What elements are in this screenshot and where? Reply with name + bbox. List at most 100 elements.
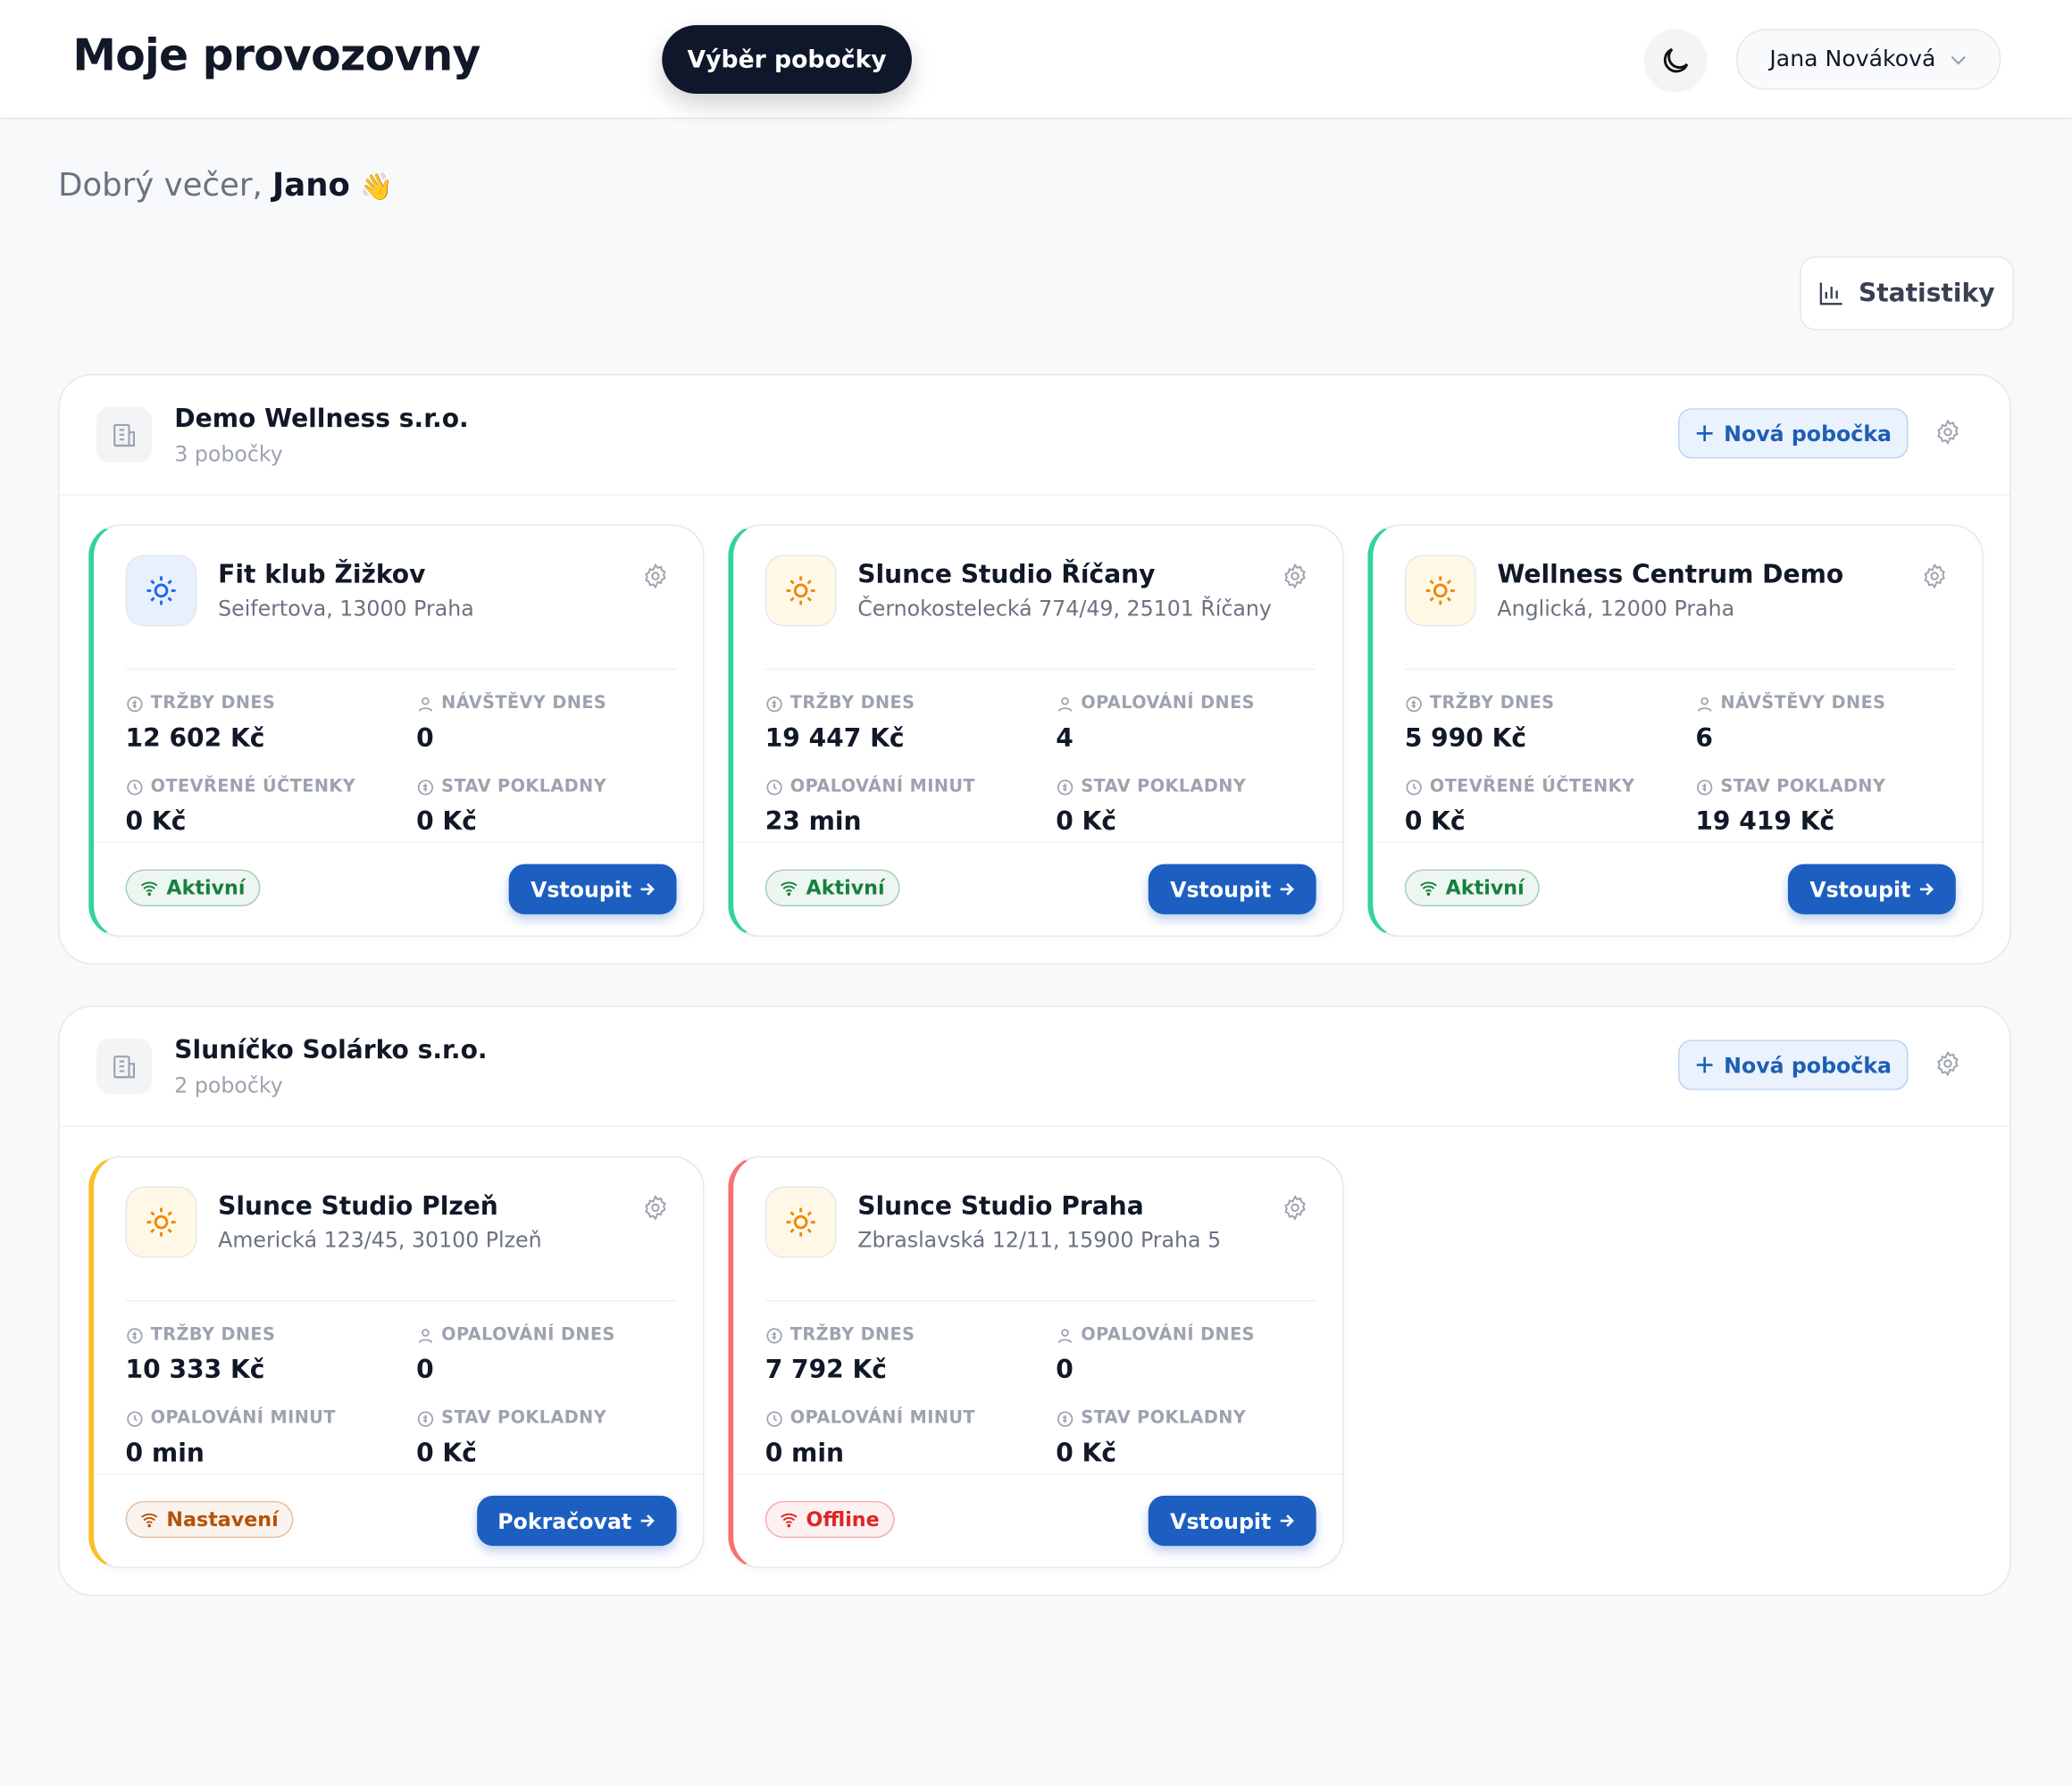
company-header: Demo Wellness s.r.o. 3 pobočky Nová pobočk… (59, 375, 2010, 496)
metric-label-row: STAV POKLADNY (1695, 777, 1959, 797)
metric-label-row: OTEVŘENÉ ÚČTENKY (126, 777, 390, 797)
metric-label: OPALOVÁNÍ DNES (441, 1325, 615, 1346)
branch-settings[interactable] (1282, 1195, 1308, 1227)
new-branch-button[interactable]: Nová pobočka (1678, 1039, 1909, 1090)
branch-icon (125, 555, 197, 627)
status-badge: Nastavení (125, 1500, 293, 1539)
branch-name: Slunce Studio Říčany (857, 560, 1156, 589)
stats-label: Statistiky (1858, 279, 1995, 308)
new-branch-button[interactable]: Nová pobočka (1678, 408, 1909, 459)
enter-button[interactable]: Vstoupit (1149, 1495, 1316, 1547)
divider (733, 841, 1343, 843)
enter-label: Vstoupit (1170, 1507, 1272, 1534)
enter-button[interactable]: Vstoupit (1788, 864, 1956, 914)
metric-label: TRŽBY DNES (150, 693, 276, 714)
metric: NÁVŠTĚVY DNES 0 (416, 694, 681, 754)
top-bar: Moje provozovny Výběr pobočky Jana Novák… (0, 0, 2072, 120)
metric-label-row: TRŽBY DNES (1405, 694, 1669, 714)
branch-icon (764, 1186, 837, 1258)
metric-value: 10 333 Kč (125, 1356, 265, 1385)
branch-name: Slunce Studio Plzeň (218, 1191, 498, 1222)
metric-label: TRŽBY DNES (790, 1325, 915, 1346)
enter-button[interactable]: Vstoupit (1149, 864, 1316, 914)
metric-label-row: STAV POKLADNY (416, 777, 681, 797)
metric-value: 0 Kč (1056, 807, 1117, 837)
branch-settings[interactable] (642, 1195, 669, 1227)
metric-label: OPALOVÁNÍ DNES (1081, 693, 1255, 714)
metric-value: 0 min (125, 1439, 205, 1468)
metric-label: NÁVŠTĚVY DNES (441, 693, 607, 714)
enter-button[interactable]: Vstoupit (509, 864, 677, 914)
company-name: Sluníčko Solárko s.r.o. (174, 1036, 488, 1065)
metric-value: 0 Kč (416, 807, 477, 837)
stats-button[interactable]: Statistiky (1800, 256, 2014, 330)
branch-icon (764, 555, 837, 627)
metric: OTEVŘENÉ ÚČTENKY 0 Kč (1405, 777, 1669, 837)
enter-label: Vstoupit (531, 876, 632, 902)
enter-label: Vstoupit (1170, 876, 1272, 902)
enter-button[interactable]: Pokračovat (476, 1495, 677, 1547)
user-name: Jana Nováková (1769, 46, 1936, 73)
metric-label-row: OPALOVÁNÍ DNES (416, 1325, 681, 1345)
metric: OPALOVÁNÍ DNES 4 (1056, 694, 1320, 754)
metric-label: TRŽBY DNES (150, 1325, 276, 1346)
new-branch-label: Nová pobočka (1724, 421, 1892, 446)
metric-value: 0 Kč (416, 1439, 477, 1468)
metric: OPALOVÁNÍ MINUT 0 min (765, 1408, 1030, 1468)
metric: STAV POKLADNY 0 Kč (416, 777, 681, 837)
branch-address: Zbraslavská 12/11, 15900 Praha 5 (857, 1227, 1222, 1253)
branch-settings[interactable] (1282, 563, 1308, 595)
branch-tab[interactable]: Výběr pobočky (662, 25, 912, 95)
divider (125, 1299, 677, 1302)
metric-label: TRŽBY DNES (790, 693, 915, 714)
branch-card: Wellness Centrum Demo Anglická, 12000 Pra… (1367, 524, 1984, 938)
metric: OTEVŘENÉ ÚČTENKY 0 Kč (126, 777, 390, 837)
divider (94, 1473, 704, 1475)
branch-address: Anglická, 12000 Praha (1497, 596, 1735, 622)
status-badge: Aktivní (1404, 869, 1539, 907)
branch-card: Slunce Studio Říčany Černokostelecká 774/… (728, 524, 1344, 938)
company-name: Demo Wellness s.r.o. (174, 404, 469, 434)
metric-label-row: STAV POKLADNY (1056, 777, 1320, 797)
new-branch-label: Nová pobočka (1724, 1052, 1892, 1078)
divider (764, 1299, 1316, 1302)
metric-label-row: TRŽBY DNES (126, 694, 390, 714)
metric: TRŽBY DNES 12 602 Kč (126, 694, 390, 754)
branch-settings[interactable] (1921, 563, 1948, 595)
company-card: Sluníčko Solárko s.r.o. 2 pobočky Nová pob… (58, 1005, 2011, 1597)
branch-count: 3 pobočky (174, 441, 283, 467)
divider (94, 841, 704, 843)
branch-card: Slunce Studio Praha Zbraslavská 12/11, 15… (728, 1156, 1344, 1569)
status-badge: Offline (764, 1500, 894, 1539)
metric-label-row: OTEVŘENÉ ÚČTENKY (1405, 777, 1669, 797)
divider (1404, 668, 1956, 671)
metric: STAV POKLADNY 0 Kč (416, 1408, 681, 1468)
greeting-name: Jano (272, 166, 350, 204)
metric-value: 19 447 Kč (764, 723, 905, 754)
user-menu[interactable]: Jana Nováková (1736, 29, 2001, 90)
branch-settings[interactable] (642, 563, 669, 595)
metric-label: OPALOVÁNÍ MINUT (790, 777, 975, 797)
metric: NÁVŠTĚVY DNES 6 (1695, 694, 1959, 754)
theme-toggle[interactable] (1643, 29, 1708, 93)
enter-label: Vstoupit (1809, 876, 1911, 902)
status-label: Nastavení (166, 1507, 279, 1531)
branch-address: Seifertova, 13000 Praha (218, 596, 474, 622)
metric-label: STAV POKLADNY (1081, 777, 1247, 797)
divider (764, 668, 1316, 671)
metric-label: STAV POKLADNY (441, 1408, 607, 1429)
metric-value: 12 602 Kč (125, 723, 265, 754)
branch-name: Fit klub Žižkov (218, 560, 426, 589)
metric-value: 4 (1056, 723, 1074, 754)
status-label: Aktivní (1445, 875, 1525, 900)
branch-name: Wellness Centrum Demo (1497, 560, 1844, 589)
status-badge: Aktivní (764, 869, 899, 907)
company-settings[interactable] (1934, 1050, 1961, 1082)
metric-value: 0 min (764, 1439, 844, 1468)
metric-label-row: TRŽBY DNES (765, 1325, 1030, 1345)
branch-card: Fit klub Žižkov Seifertova, 13000 Praha TR… (88, 524, 705, 938)
greeting-emoji: 👋 (360, 170, 394, 203)
page-title: Moje provozovny (72, 29, 480, 81)
company-settings[interactable] (1934, 419, 1961, 451)
metric: TRŽBY DNES 5 990 Kč (1405, 694, 1669, 754)
